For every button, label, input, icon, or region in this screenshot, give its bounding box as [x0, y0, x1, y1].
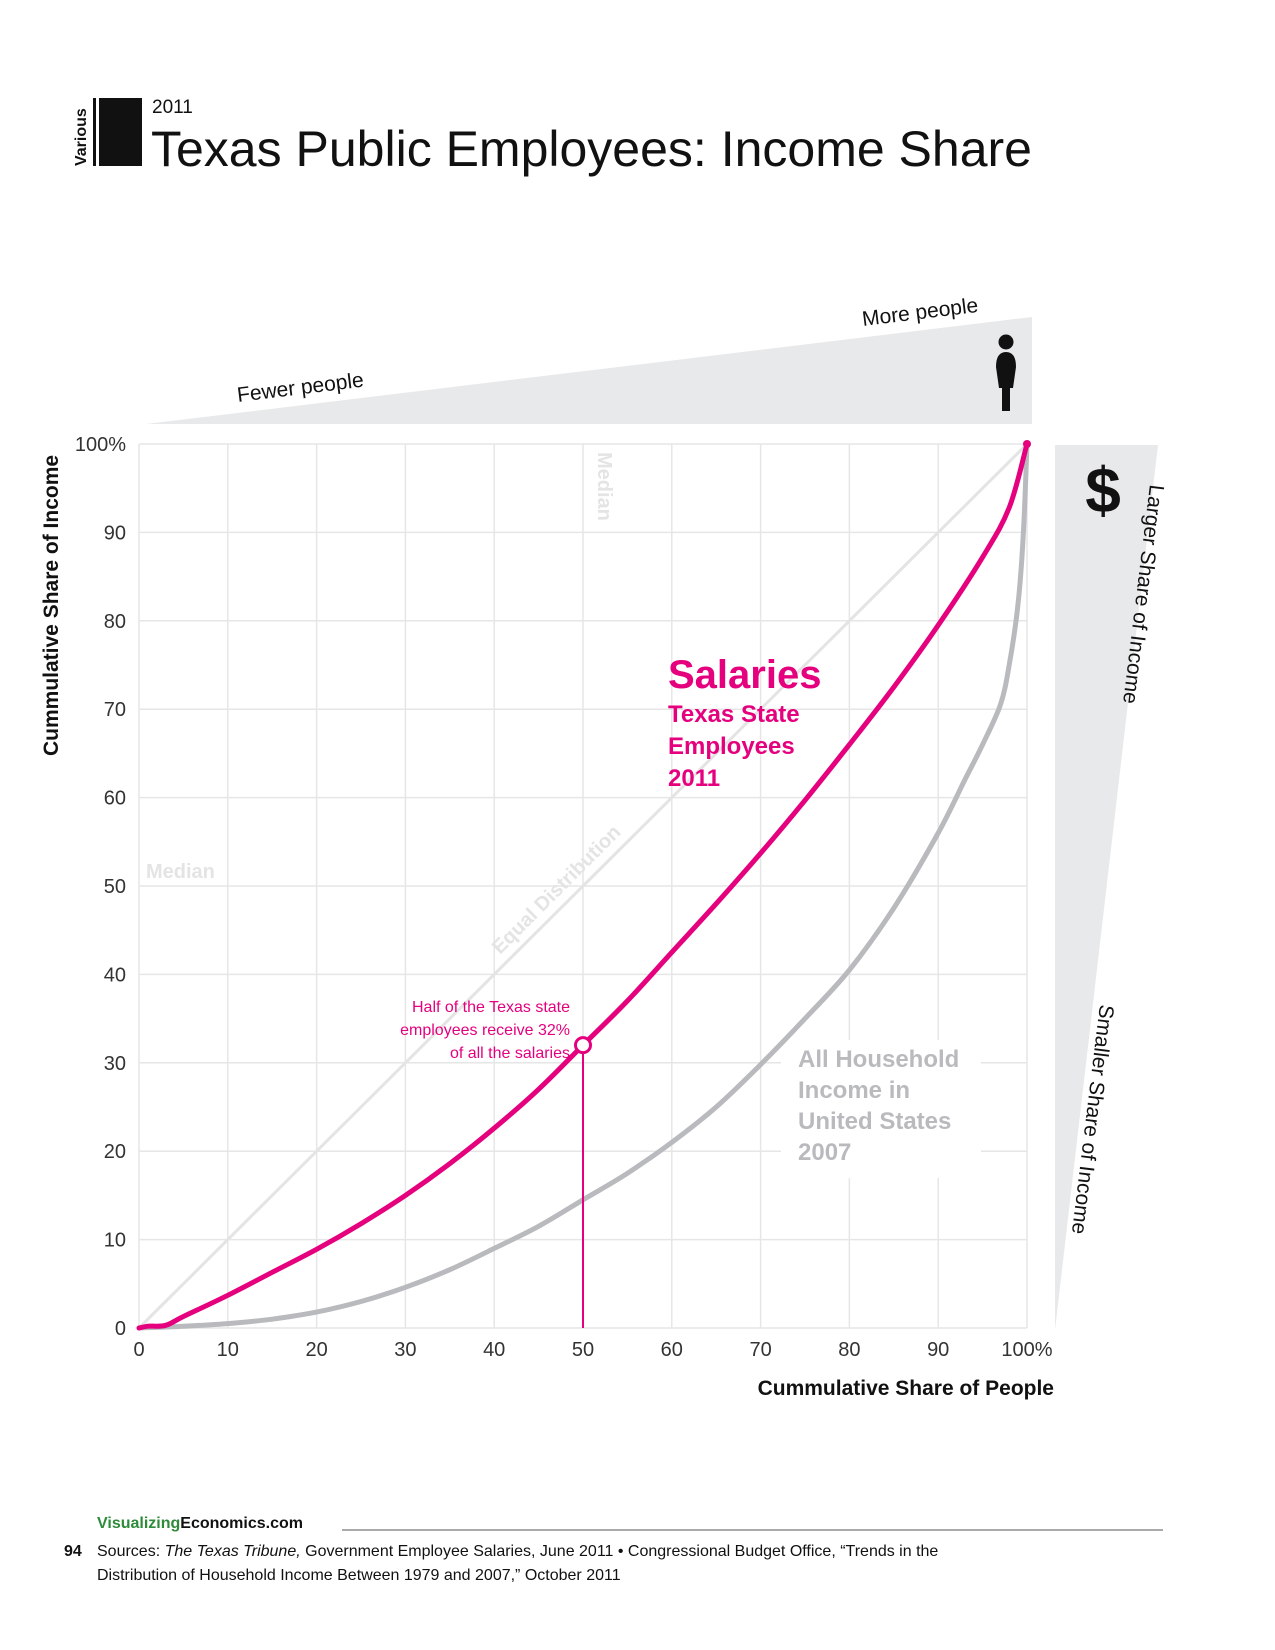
- annotation: Half of the Texas state employees receiv…: [400, 999, 592, 1328]
- y-tick-label: 40: [104, 964, 126, 986]
- sources-line-1: Sources: The Texas Tribune, Government E…: [97, 1543, 938, 1560]
- household-label: All Household Income in United States 20…: [798, 1046, 959, 1166]
- income-scale: $ Larger Share of Income Smaller Share o…: [1055, 445, 1168, 1330]
- y-tick-label: 20: [104, 1141, 126, 1163]
- people-scale: Fewer people More people: [146, 294, 1032, 424]
- page-title: Texas Public Employees: Income Share: [151, 121, 1032, 177]
- median-horizontal-label: Median: [146, 861, 215, 883]
- annotation-point: [574, 1036, 592, 1055]
- header: Various 2011 Texas Public Employees: Inc…: [73, 97, 1032, 177]
- sources-line-2: Distribution of Household Income Between…: [97, 1567, 621, 1584]
- header-year: 2011: [152, 97, 193, 118]
- header-bar-thin: [93, 98, 96, 166]
- household-line-3: United States: [798, 1108, 951, 1135]
- source-1-detail: Government Employee Salaries, June 2011 …: [301, 1543, 939, 1560]
- annotation-line-3: of all the salaries: [450, 1045, 570, 1062]
- salaries-label: Salaries Texas State Employees 2011: [668, 653, 821, 792]
- salaries-line-3: 2011: [668, 765, 720, 792]
- household-line-1: All Household: [798, 1046, 959, 1073]
- x-tick-label: 30: [394, 1339, 416, 1361]
- y-axis-title: Cummulative Share of Income: [40, 455, 63, 756]
- y-tick-label: 60: [104, 788, 126, 810]
- x-tick-label: 90: [927, 1339, 949, 1361]
- people-wedge: [146, 317, 1032, 424]
- plot-area: 0 10 20 30 40 50 60 70 80 90 100% 0 10 20 30 40 50 60 70 8…: [40, 434, 1054, 1400]
- y-tick-label: 100%: [75, 434, 126, 456]
- salaries-end-point: [1023, 440, 1031, 448]
- series-layer: [136, 440, 1031, 1331]
- category-label: Various: [73, 108, 90, 166]
- person-icon: [996, 334, 1016, 411]
- site-name-part1: Visualizing: [97, 1515, 180, 1532]
- site-name-part2: Economics.com: [180, 1515, 303, 1532]
- household-line-2: Income in: [798, 1077, 910, 1104]
- annotation-line-1: Half of the Texas state: [412, 999, 570, 1016]
- x-tick-label: 50: [572, 1339, 594, 1361]
- y-tick-label: 0: [115, 1318, 126, 1340]
- household-line-4: 2007: [798, 1139, 851, 1166]
- annotation-line-2: employees receive 32%: [400, 1022, 570, 1039]
- y-tick-label: 50: [104, 876, 126, 898]
- x-tick-label: 80: [838, 1339, 860, 1361]
- y-tick-label: 80: [104, 611, 126, 633]
- x-tick-label: 70: [749, 1339, 771, 1361]
- source-1-publication: The Texas Tribune,: [165, 1543, 301, 1560]
- x-tick-label: 10: [217, 1339, 239, 1361]
- dollar-sign-icon: $: [1085, 454, 1121, 526]
- y-tick-label: 70: [104, 699, 126, 721]
- header-bar-thick: [99, 98, 142, 166]
- y-tick-label: 30: [104, 1053, 126, 1075]
- x-tick-label: 40: [483, 1339, 505, 1361]
- x-tick-label: 100%: [1001, 1339, 1052, 1361]
- more-people-label: More people: [861, 294, 980, 331]
- footer: VisualizingEconomics.com 94 Sources: The…: [64, 1515, 1163, 1584]
- salaries-line-2: Employees: [668, 733, 795, 760]
- y-axis-ticks: 0 10 20 30 40 50 60 70 80 90 100%: [75, 434, 126, 1340]
- sources-prefix: Sources:: [97, 1543, 165, 1560]
- x-axis-title: Cummulative Share of People: [758, 1377, 1054, 1400]
- series-line-equal: [137, 442, 1029, 1330]
- equal-distribution-label: Equal Distribution: [488, 821, 625, 958]
- x-tick-label: 20: [305, 1339, 327, 1361]
- x-tick-label: 0: [133, 1339, 144, 1361]
- salaries-title: Salaries: [668, 653, 821, 697]
- median-vertical-label: Median: [593, 452, 615, 521]
- series-line-household: [136, 441, 1030, 1331]
- y-tick-label: 90: [104, 522, 126, 544]
- site-name: VisualizingEconomics.com: [97, 1515, 303, 1532]
- y-tick-label: 10: [104, 1230, 126, 1252]
- page-number: 94: [64, 1543, 82, 1560]
- x-tick-label: 60: [661, 1339, 683, 1361]
- salaries-line-1: Texas State: [668, 701, 800, 728]
- x-axis-ticks: 0 10 20 30 40 50 60 70 80 90 100%: [133, 1339, 1052, 1361]
- household-label-knockout: [781, 1040, 981, 1178]
- income-wedge: [1055, 445, 1158, 1330]
